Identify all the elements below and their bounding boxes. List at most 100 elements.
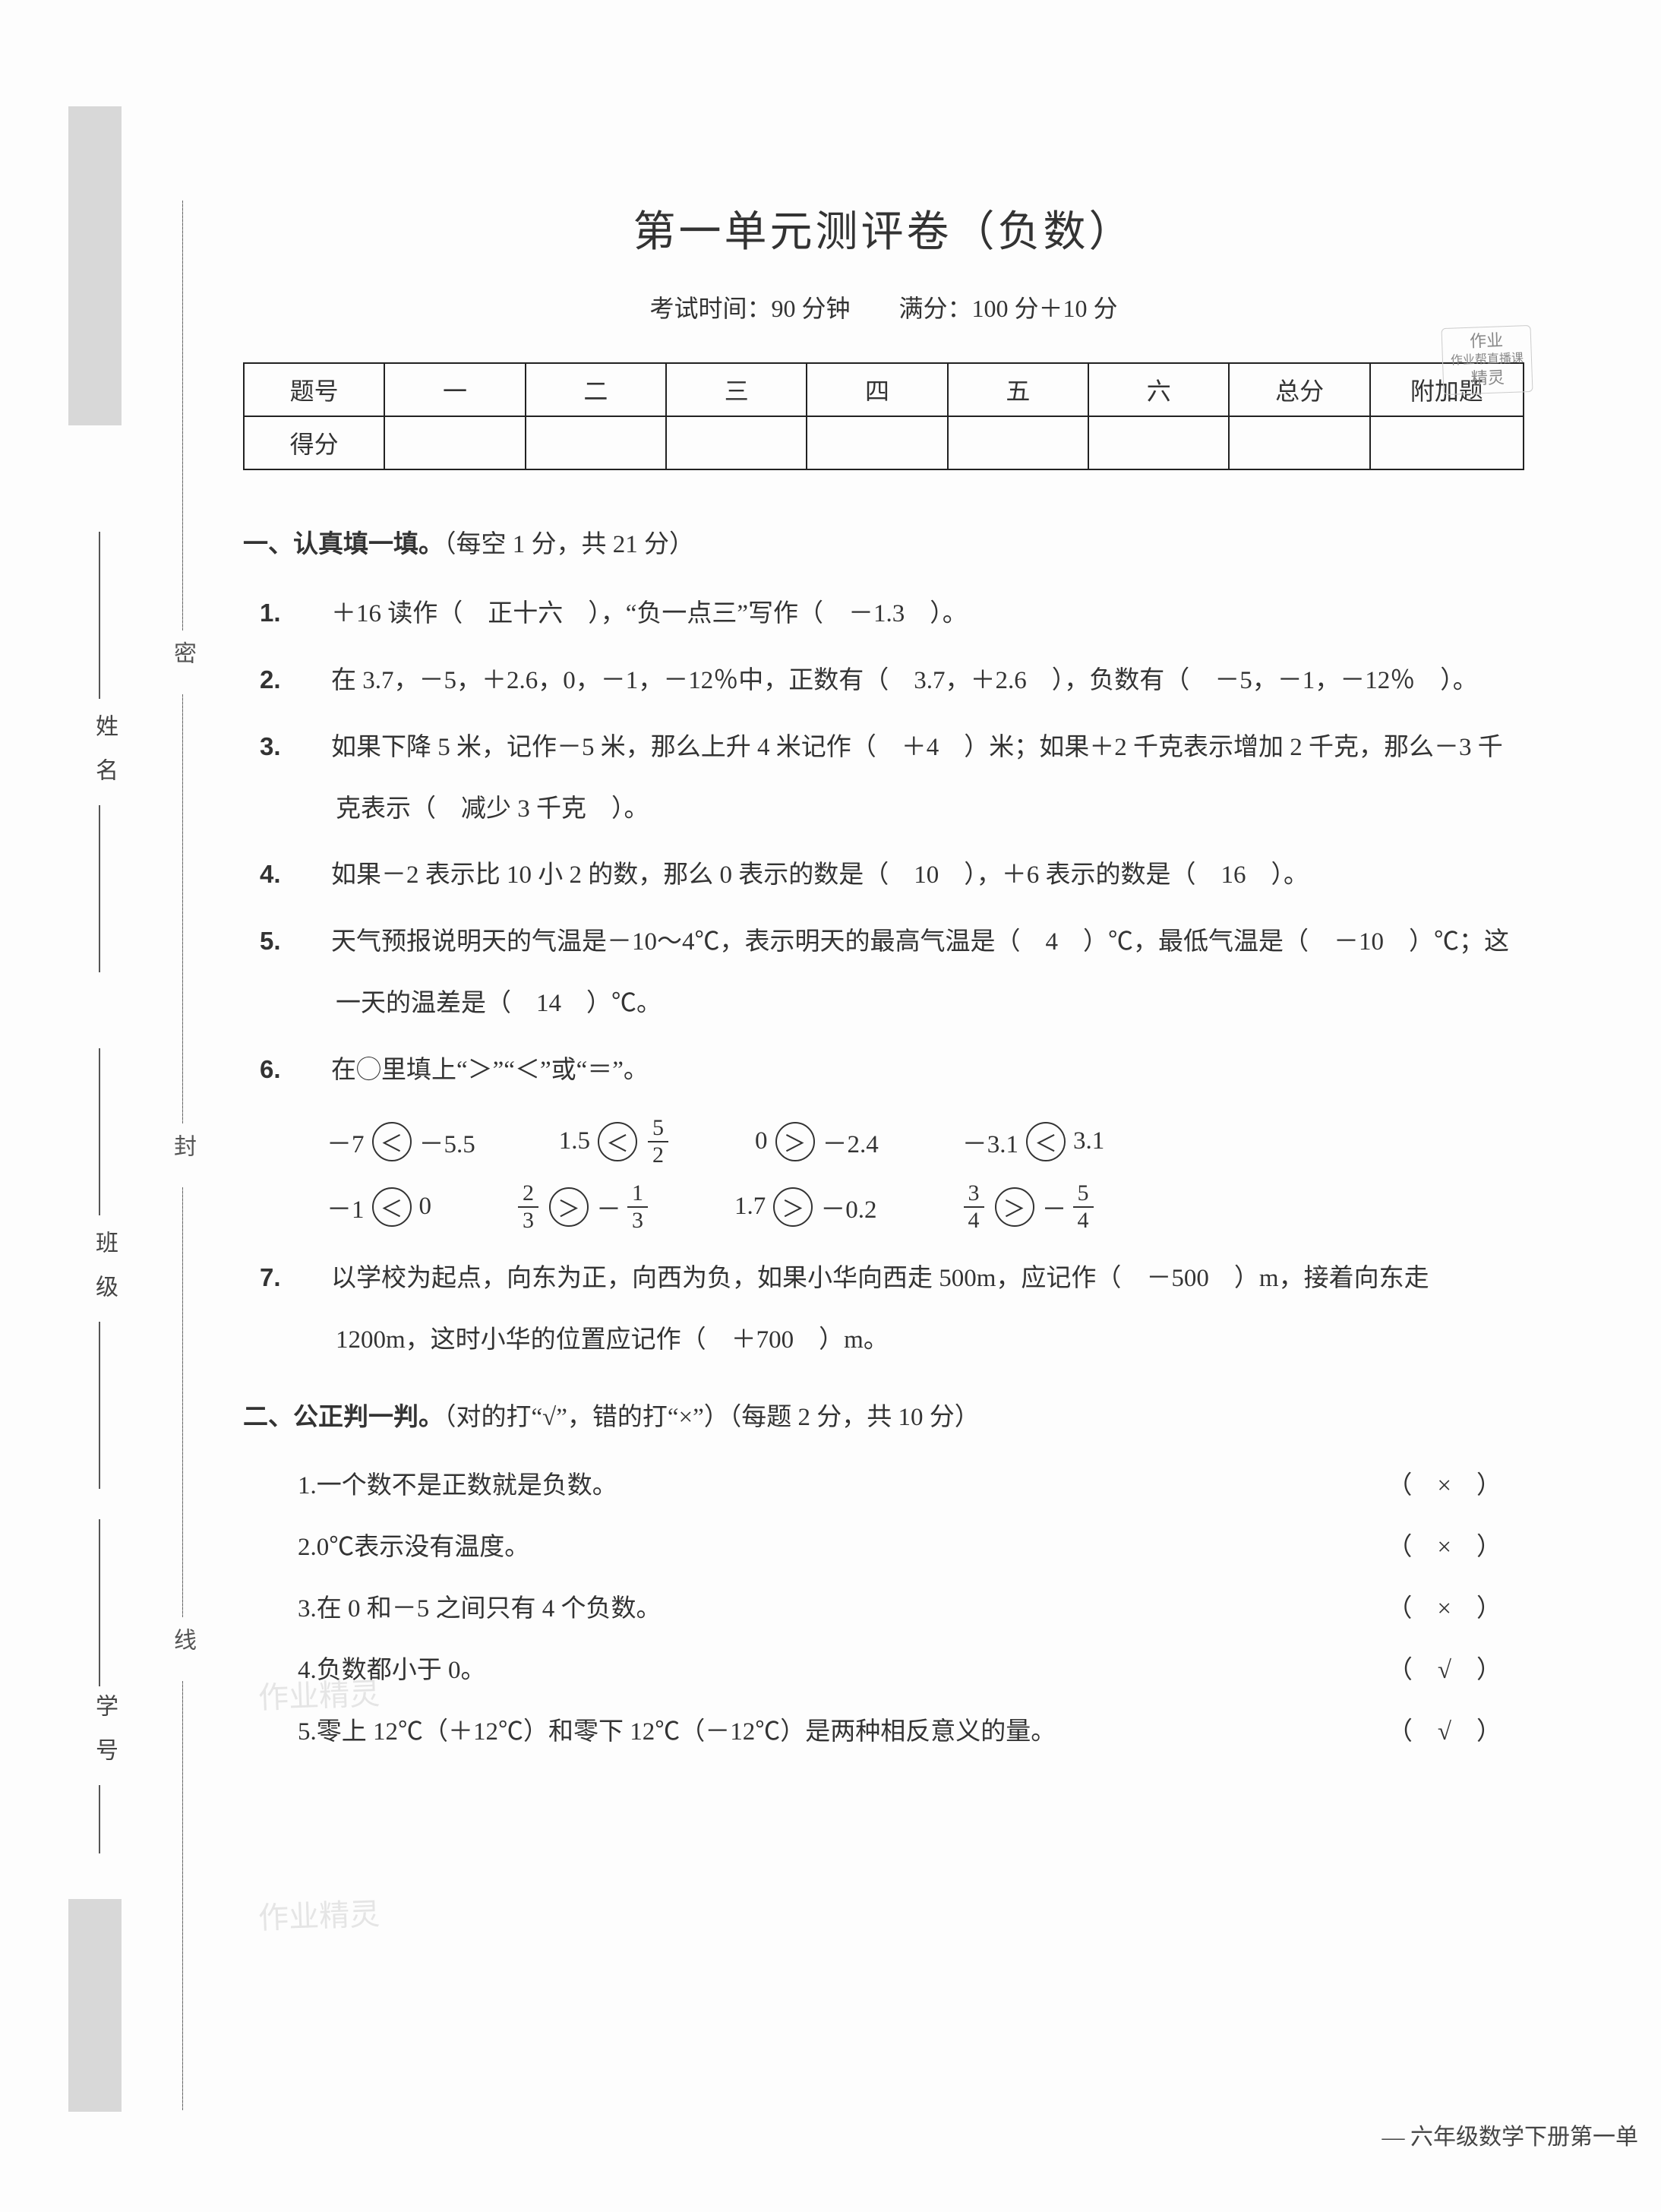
score-cell	[1229, 416, 1369, 469]
q-num: 7.	[298, 1247, 331, 1309]
q-text: ）。	[586, 795, 649, 823]
section-1-title: 一、认真填一填。	[243, 531, 444, 558]
compare-row-2: －1＜0 23＞－13 1.7＞－0.2 34＞－54	[327, 1182, 1524, 1232]
q-text: 零上 12℃（＋12℃）和零下 12℃（－12℃）是两种相反意义的量。	[317, 1718, 1056, 1746]
compare-item: 23＞－13	[515, 1182, 651, 1232]
q-text: 一个数不是正数就是负数。	[317, 1472, 617, 1499]
q-text: 在◯里填上“＞”“＜”或“＝”。	[331, 1057, 649, 1084]
circle-answer: ＞	[995, 1187, 1034, 1227]
binding-char-mi: 密	[166, 641, 199, 684]
judge-5: 5.零上 12℃（＋12℃）和零下 12℃（－12℃）是两种相反意义的量。 （ …	[298, 1702, 1524, 1763]
label-class: 班级	[87, 1231, 121, 1319]
score-cell	[1088, 416, 1229, 469]
binding-line	[182, 694, 183, 1124]
fraction: 52	[648, 1117, 668, 1167]
judge-text: 1.一个数不是正数就是负数。	[298, 1455, 1387, 1517]
q-text: 天气预报说明天的气温是－10～4℃，表示明天的最高气温是（	[331, 928, 1046, 956]
line-name	[99, 532, 100, 699]
binding-char-xian: 线	[166, 1628, 199, 1670]
score-cell	[666, 416, 807, 469]
answer: ＋4	[902, 734, 939, 761]
binding-char-feng: 封	[166, 1134, 199, 1177]
answer: 16	[1221, 861, 1246, 889]
q-num: 1.	[298, 583, 331, 644]
neg-sign: －	[596, 1189, 621, 1225]
score-header: 四	[807, 363, 947, 416]
rhs: －0.2	[820, 1189, 876, 1225]
compare-item: 1.5 ＜ 52	[559, 1117, 671, 1167]
score-cell	[948, 416, 1088, 469]
q-text: ），负数有（	[1027, 667, 1215, 694]
judge-4: 4.负数都小于 0。 （ √ ）	[298, 1640, 1524, 1702]
circle-answer: ＜	[598, 1122, 637, 1161]
answer: －1.3	[848, 600, 905, 627]
q-text: ）。	[1415, 667, 1478, 694]
score-header: 总分	[1229, 363, 1369, 416]
binding-line	[182, 201, 183, 630]
compare-item: －7＜－5.5	[327, 1117, 475, 1167]
circle-answer: ＜	[372, 1187, 412, 1227]
corner-stamp: 作业 作业帮直播课 精灵	[1441, 325, 1533, 395]
frac-num: 5	[648, 1117, 668, 1142]
q-text: ）。	[1246, 861, 1309, 889]
q-num: 6.	[298, 1039, 331, 1101]
answer: －5，－1，－12％	[1214, 667, 1415, 694]
answer: 10	[914, 861, 939, 889]
judge-text: 5.零上 12℃（＋12℃）和零下 12℃（－12℃）是两种相反意义的量。	[298, 1702, 1388, 1763]
fraction: 34	[964, 1182, 984, 1232]
line-id	[99, 1519, 100, 1686]
frac-num: 2	[518, 1182, 538, 1208]
binding-strip: 密 封 线	[159, 190, 205, 2121]
question-2: 2.在 3.7，－5，＋2.6，0，－1，－12％中，正数有（ 3.7，＋2.6…	[298, 649, 1524, 712]
watermark: 作业精灵	[257, 1889, 381, 1938]
rhs: 3.1	[1073, 1127, 1104, 1155]
label-name: 姓名	[87, 714, 121, 802]
section-2-title: 二、公正判一判。	[243, 1404, 444, 1431]
q-num: 4.	[298, 1657, 317, 1684]
page-title: 第一单元测评卷（负数）	[243, 198, 1524, 259]
lhs: 1.7	[734, 1193, 766, 1221]
lhs: 1.5	[559, 1127, 590, 1155]
answer: －500	[1146, 1265, 1209, 1292]
q-text: 如果下降 5 米，记作－5 米，那么上升 4 米记作（	[331, 734, 902, 761]
judge-text: 4.负数都小于 0。	[298, 1640, 1388, 1702]
frac-den: 4	[968, 1208, 980, 1232]
frac-den: 4	[1078, 1208, 1089, 1232]
stamp-l1: 作业	[1450, 329, 1524, 353]
rhs: －2.4	[823, 1123, 879, 1160]
score-header: 题号	[244, 363, 384, 416]
answer: 4	[1046, 928, 1059, 956]
rhs: －5.5	[419, 1123, 475, 1160]
score-cell	[526, 416, 666, 469]
lhs: －7	[327, 1123, 365, 1160]
judge-mark: （ × ）	[1387, 1517, 1502, 1578]
judge-3: 3.在 0 和－5 之间只有 4 个负数。 （ × ）	[298, 1578, 1524, 1640]
question-7: 7.以学校为起点，向东为正，向西为负，如果小华向西走 500m，应记作（ －50…	[298, 1247, 1524, 1371]
binding-line	[182, 1681, 183, 2111]
judge-text: 2.0℃表示没有温度。	[298, 1517, 1387, 1578]
compare-item: 1.7＞－0.2	[734, 1182, 877, 1232]
q-text: ），＋6 表示的数是（	[939, 861, 1220, 889]
q-text: ）℃。	[561, 990, 662, 1017]
score-cell	[1370, 416, 1524, 469]
question-6: 6.在◯里填上“＞”“＜”或“＝”。	[298, 1039, 1524, 1101]
question-5: 5.天气预报说明天的气温是－10～4℃，表示明天的最高气温是（ 4 ）℃，最低气…	[298, 911, 1524, 1035]
judge-mark: （ √ ）	[1388, 1702, 1502, 1763]
judge-mark: （ × ）	[1387, 1455, 1502, 1517]
section-1-head: 一、认真填一填。（每空 1 分，共 21 分）	[243, 523, 1524, 560]
table-row: 题号 一 二 三 四 五 六 总分 附加题	[244, 363, 1524, 416]
q-num: 5.	[298, 1718, 317, 1746]
q-num: 3.	[298, 1595, 317, 1623]
q-num: 2.	[298, 649, 331, 711]
q-num: 4.	[298, 844, 331, 905]
question-3: 3.如果下降 5 米，记作－5 米，那么上升 4 米记作（ ＋4 ）米；如果＋2…	[298, 716, 1524, 840]
answer: 14	[536, 990, 561, 1017]
answer: 正十六	[488, 600, 563, 627]
line-id-2	[99, 1785, 100, 1853]
q-text: 以学校为起点，向东为正，向西为负，如果小华向西走 500m，应记作（	[331, 1265, 1146, 1292]
scan-edge-bottom	[68, 1899, 122, 2112]
page-footer: — 六年级数学下册第一单	[1382, 2118, 1639, 2151]
q-num: 1.	[298, 1472, 317, 1499]
scan-edge-top	[68, 106, 122, 425]
q-text: 负数都小于 0。	[317, 1657, 486, 1684]
